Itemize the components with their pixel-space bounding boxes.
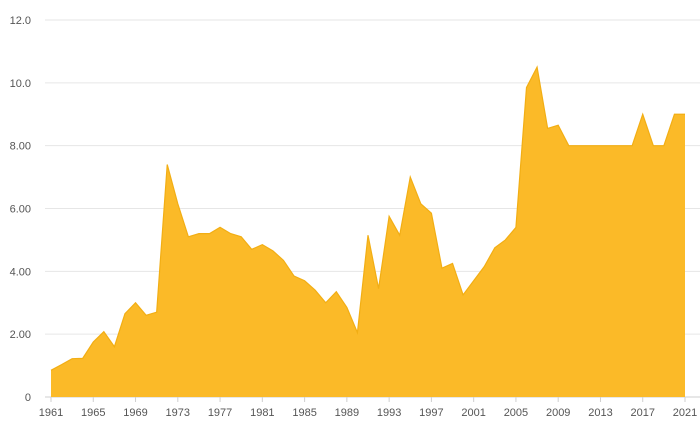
x-tick-label: 2017 (630, 407, 654, 419)
x-tick-label: 1965 (81, 407, 105, 419)
x-tick-label: 1985 (292, 407, 316, 419)
x-tick-label: 2021 (673, 407, 697, 419)
x-tick-label: 1993 (377, 407, 401, 419)
y-tick-label: 8.00 (10, 141, 31, 153)
series-area (51, 67, 685, 397)
x-tick-label: 2005 (504, 407, 528, 419)
y-tick-label: 12.0 (10, 15, 31, 27)
x-tick-label: 1961 (39, 407, 63, 419)
series-layer (50, 65, 685, 397)
y-tick-label: 6.00 (10, 204, 31, 216)
x-tick-label: 1969 (123, 407, 147, 419)
x-tick-label: 1989 (335, 407, 359, 419)
x-tick-label: 2013 (588, 407, 612, 419)
axis-layer: 0 2.00 4.00 6.00 8.00 10.0 12.0 1961 1965 1969 197… (10, 15, 698, 419)
y-tick-label: 4.00 (10, 266, 31, 278)
x-tick-label: 1977 (208, 407, 232, 419)
x-tick-label: 2001 (461, 407, 485, 419)
y-tick-label: 10.0 (10, 78, 31, 90)
y-tick-label: 0 (25, 392, 31, 404)
x-tick-label: 2009 (546, 407, 570, 419)
y-tick-label: 2.00 (10, 329, 31, 341)
x-tick-label: 1997 (419, 407, 443, 419)
x-tick-label: 1981 (250, 407, 274, 419)
series-line (50, 65, 685, 371)
x-tick-label: 1973 (166, 407, 190, 419)
